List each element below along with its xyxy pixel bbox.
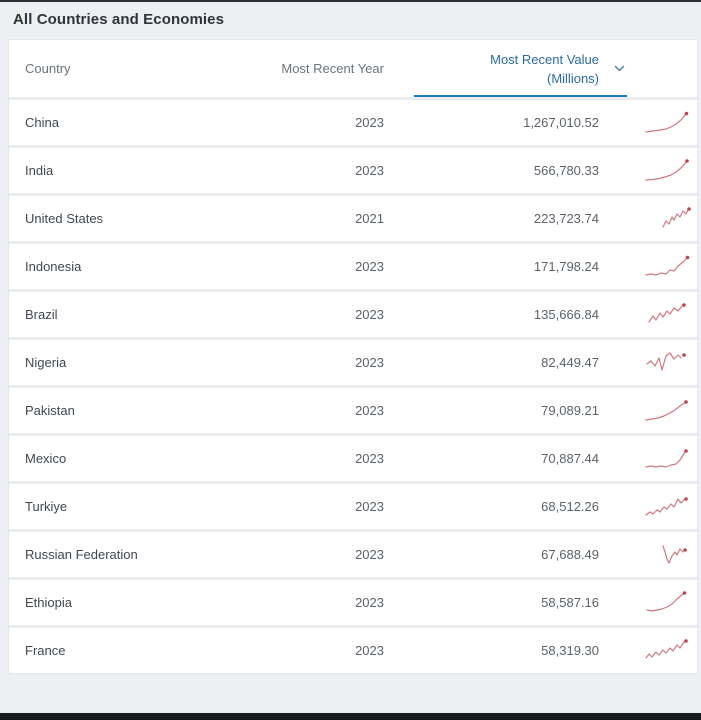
- table-row[interactable]: China 2023 1,267,010.52: [9, 97, 697, 145]
- most-recent-value: 58,319.30: [541, 643, 599, 658]
- country-name: France: [25, 643, 66, 658]
- trend-cell: [599, 445, 697, 473]
- trend-cell: [599, 157, 697, 185]
- trend-cell: [599, 589, 697, 617]
- trend-sparkline-icon: [645, 255, 690, 276]
- trend-sparkline-icon: [645, 448, 688, 468]
- trend-sparkline-icon: [645, 158, 689, 181]
- most-recent-year: 2023: [355, 163, 384, 178]
- country-name: Ethiopia: [25, 595, 72, 610]
- table-row[interactable]: France 2023 58,319.30: [9, 625, 697, 673]
- most-recent-year: 2023: [355, 403, 384, 418]
- most-recent-year: 2023: [355, 451, 384, 466]
- table-header-row: Country Most Recent Year Most Recent Val…: [9, 40, 697, 97]
- column-header-year[interactable]: Most Recent Year: [281, 61, 384, 76]
- most-recent-year: 2023: [355, 307, 384, 322]
- country-name: India: [25, 163, 54, 178]
- column-header-value-sorted[interactable]: Most Recent Value (Millions): [384, 40, 627, 97]
- country-name: China: [25, 115, 59, 130]
- table-row[interactable]: Russian Federation 2023 67,688.49: [9, 529, 697, 577]
- most-recent-year: 2023: [355, 547, 384, 562]
- most-recent-value: 566,780.33: [533, 163, 599, 178]
- trend-sparkline-icon: [646, 351, 686, 371]
- table-row[interactable]: India 2023 566,780.33: [9, 145, 697, 193]
- trend-sparkline-icon: [662, 206, 691, 228]
- trend-cell: [599, 637, 697, 665]
- trend-cell: [599, 541, 697, 569]
- most-recent-value: 223,723.74: [533, 211, 599, 226]
- trend-sparkline-icon: [645, 496, 688, 516]
- most-recent-value: 135,666.84: [533, 307, 599, 322]
- most-recent-value: 67,688.49: [541, 547, 599, 562]
- country-name: Nigeria: [25, 355, 67, 370]
- most-recent-value: 82,449.47: [541, 355, 599, 370]
- most-recent-value: 58,587.16: [541, 595, 599, 610]
- table-row[interactable]: Pakistan 2023 79,089.21: [9, 385, 697, 433]
- most-recent-year: 2023: [355, 259, 384, 274]
- chevron-down-icon: [614, 65, 625, 71]
- trend-sparkline-icon: [648, 302, 686, 323]
- country-name: United States: [25, 211, 104, 226]
- table-row[interactable]: Brazil 2023 135,666.84: [9, 289, 697, 337]
- trend-sparkline-icon: [645, 111, 689, 133]
- trend-cell: [599, 493, 697, 521]
- most-recent-value: 68,512.26: [541, 499, 599, 514]
- trend-cell: [599, 349, 697, 377]
- trend-cell: [599, 301, 697, 329]
- most-recent-year: 2023: [355, 355, 384, 370]
- table-row[interactable]: Nigeria 2023 82,449.47: [9, 337, 697, 385]
- country-name: Russian Federation: [25, 547, 138, 562]
- trend-sparkline-icon: [646, 590, 687, 612]
- table-row[interactable]: Ethiopia 2023 58,587.16: [9, 577, 697, 625]
- sort-active-underline: [414, 95, 627, 97]
- window-top-edge: [0, 0, 701, 2]
- table-row[interactable]: Indonesia 2023 171,798.24: [9, 241, 697, 289]
- most-recent-year: 2023: [355, 115, 384, 130]
- most-recent-value: 79,089.21: [541, 403, 599, 418]
- table-row[interactable]: Turkiye 2023 68,512.26: [9, 481, 697, 529]
- country-name: Pakistan: [25, 403, 75, 418]
- most-recent-value: 1,267,010.52: [523, 115, 599, 130]
- most-recent-year: 2023: [355, 643, 384, 658]
- countries-table: Country Most Recent Year Most Recent Val…: [8, 39, 698, 674]
- country-name: Turkiye: [25, 499, 68, 514]
- window-bottom-edge: [0, 713, 701, 720]
- column-header-country[interactable]: Country: [25, 61, 71, 76]
- page-title: All Countries and Economies: [13, 11, 225, 28]
- trend-cell: [599, 253, 697, 281]
- table-row[interactable]: Mexico 2023 70,887.44: [9, 433, 697, 481]
- country-name: Brazil: [25, 307, 58, 322]
- trend-sparkline-icon: [645, 399, 688, 421]
- most-recent-year: 2021: [355, 211, 384, 226]
- most-recent-year: 2023: [355, 595, 384, 610]
- trend-cell: [599, 109, 697, 137]
- most-recent-value: 171,798.24: [533, 259, 599, 274]
- table-row[interactable]: United States 2021 223,723.74: [9, 193, 697, 241]
- trend-sparkline-icon: [645, 638, 688, 659]
- column-header-value-label: Most Recent Value (Millions): [490, 51, 599, 86]
- most-recent-year: 2023: [355, 499, 384, 514]
- trend-cell: [599, 205, 697, 233]
- country-name: Mexico: [25, 451, 67, 466]
- trend-sparkline-icon: [662, 544, 687, 564]
- most-recent-value: 70,887.44: [541, 451, 599, 466]
- trend-cell: [599, 397, 697, 425]
- country-name: Indonesia: [25, 259, 82, 274]
